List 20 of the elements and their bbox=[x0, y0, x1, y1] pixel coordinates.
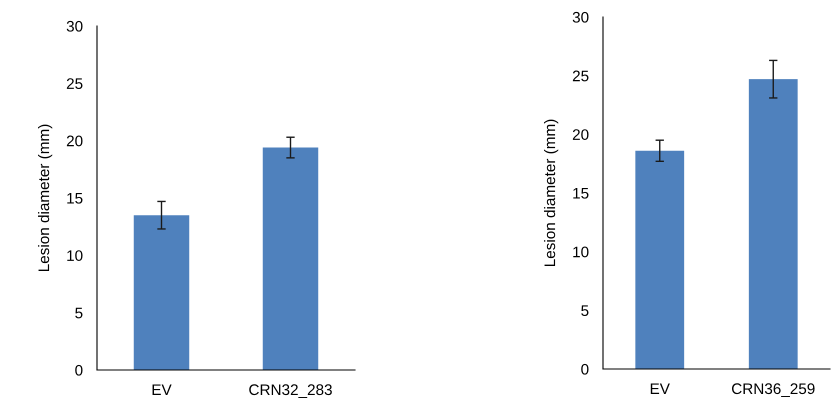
y-axis-title: Lesion diameter (mm) bbox=[544, 120, 558, 266]
y-tick-label: 5 bbox=[581, 305, 588, 316]
y-tick-label: 20 bbox=[66, 136, 83, 146]
y-tick-label: 25 bbox=[66, 78, 82, 90]
y-tick-label: 15 bbox=[573, 188, 588, 199]
y-tick-label: 25 bbox=[572, 70, 588, 82]
y-tick-label: 10 bbox=[573, 246, 589, 258]
y-tick-label: 10 bbox=[67, 250, 83, 262]
y-tick-label: 5 bbox=[75, 308, 82, 318]
y-tick-label: 20 bbox=[572, 129, 589, 140]
y-tick-label: 0 bbox=[75, 364, 83, 376]
y-axis-title: Lesion diameter (mm) bbox=[38, 124, 52, 272]
y-tick-label: 30 bbox=[572, 12, 589, 23]
y-tick-label: 0 bbox=[581, 364, 589, 375]
x-tick-label: CRN32_283 bbox=[249, 384, 332, 398]
x-tick-label: EV bbox=[650, 383, 670, 394]
x-tick-label: EV bbox=[152, 384, 172, 395]
y-tick-label: 15 bbox=[67, 193, 82, 204]
y-tick-label: 30 bbox=[66, 20, 83, 32]
x-tick-label: CRN36_259 bbox=[732, 383, 815, 397]
